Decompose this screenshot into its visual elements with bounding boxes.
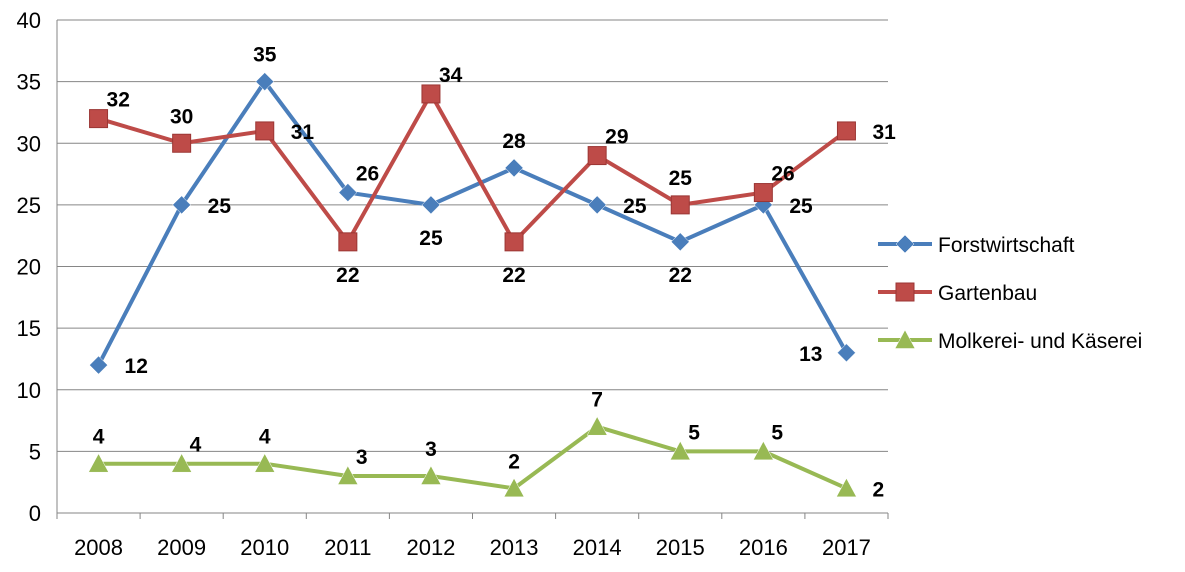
series-area [88, 72, 857, 498]
series-line [97, 91, 848, 244]
data-point-marker [254, 453, 276, 473]
data-label: 12 [125, 355, 148, 378]
data-point-marker [670, 232, 690, 252]
data-label: 4 [259, 426, 271, 449]
data-point-marker [586, 416, 608, 436]
data-point-marker [89, 109, 109, 129]
x-tick-label: 2008 [74, 535, 123, 560]
data-label: 22 [669, 264, 692, 287]
series-molkerei-und-k-serei [88, 416, 857, 498]
data-label: 4 [93, 426, 105, 449]
data-point-marker [837, 343, 856, 363]
data-point-marker [337, 465, 359, 485]
data-point-marker [172, 133, 192, 153]
data-label: 25 [789, 195, 813, 218]
data-point-marker [587, 195, 607, 215]
x-tick-label: 2009 [157, 535, 206, 560]
data-point-marker [421, 84, 441, 104]
data-label: 32 [107, 89, 130, 112]
data-label: 5 [688, 421, 700, 444]
data-label: 4 [190, 434, 202, 457]
y-tick-label: 30 [17, 131, 41, 156]
data-point-marker [504, 232, 524, 252]
data-point-marker [255, 121, 275, 141]
data-label: 3 [425, 438, 437, 461]
legend-marker [895, 282, 915, 302]
y-tick-label: 35 [17, 70, 41, 95]
data-label: 25 [669, 167, 693, 190]
y-tick-label: 5 [29, 439, 41, 464]
data-label: 31 [872, 121, 896, 144]
data-label: 5 [771, 421, 783, 444]
x-tick-label: 2010 [240, 535, 289, 560]
y-tick-label: 0 [29, 501, 41, 526]
data-label: 31 [291, 121, 315, 144]
y-tick-label: 25 [17, 193, 41, 218]
y-tick-label: 10 [17, 378, 41, 403]
data-point-marker [752, 440, 774, 461]
legend-item: Molkerei- und Käserei [878, 329, 1142, 353]
data-label: 7 [591, 389, 603, 412]
x-tick-label: 2011 [324, 535, 371, 560]
data-label: 28 [502, 130, 526, 153]
data-point-marker [504, 158, 524, 178]
x-tick-label: 2015 [656, 535, 705, 560]
data-label: 2 [508, 450, 520, 473]
data-point-marker [171, 453, 193, 473]
data-point-marker [587, 146, 607, 166]
x-tick-label: 2017 [822, 535, 871, 560]
data-point-marker [669, 440, 691, 461]
legend-marker [894, 329, 916, 349]
data-label: 3 [356, 446, 368, 469]
data-point-marker [338, 183, 358, 202]
data-label: 29 [605, 126, 628, 149]
legend-label: Gartenbau [938, 282, 1037, 305]
data-label: 34 [439, 64, 463, 87]
legend-label: Forstwirtschaft [938, 234, 1075, 257]
y-tick-label: 20 [17, 255, 41, 280]
data-label: 25 [623, 195, 647, 218]
data-point-marker [88, 453, 109, 473]
legend-item: Gartenbau [878, 282, 1037, 305]
series-line [98, 424, 848, 491]
data-label: 22 [502, 264, 525, 287]
data-point-marker [503, 477, 525, 498]
data-label: 25 [208, 195, 232, 218]
data-point-marker [172, 195, 192, 215]
series-forstwirtschaft [89, 72, 856, 375]
y-tick-label: 15 [17, 316, 41, 341]
data-point-marker [421, 195, 441, 215]
data-point-marker [420, 465, 442, 485]
data-label: 2 [872, 478, 884, 501]
legend-item: Forstwirtschaft [878, 234, 1075, 257]
data-label: 13 [799, 343, 822, 366]
y-tick-label: 40 [17, 8, 41, 33]
x-tick-label: 2014 [573, 535, 622, 560]
data-label: 35 [253, 44, 277, 67]
data-point-marker [89, 355, 108, 375]
data-point-marker [836, 477, 857, 498]
data-label: 30 [170, 105, 193, 128]
legend: Forstwirtschaft Gartenbau Molkerei- und Kä… [878, 234, 1142, 353]
legend-label: Molkerei- und Käserei [938, 330, 1142, 353]
data-label: 22 [336, 264, 359, 287]
series-line [96, 79, 849, 367]
data-point-marker [670, 195, 690, 215]
x-tick-label: 2012 [406, 535, 455, 560]
x-tick-label: 2013 [490, 535, 539, 560]
data-point-marker [255, 72, 275, 91]
gridlines [57, 19, 888, 452]
data-point-marker [753, 183, 773, 203]
series-gartenbau [89, 84, 856, 252]
data-point-marker [338, 232, 358, 252]
data-label: 26 [356, 163, 379, 186]
data-point-marker [836, 121, 856, 141]
data-label: 25 [419, 227, 443, 250]
x-tick-label: 2016 [739, 535, 788, 560]
data-label: 26 [771, 163, 794, 186]
legend-marker [895, 234, 915, 254]
